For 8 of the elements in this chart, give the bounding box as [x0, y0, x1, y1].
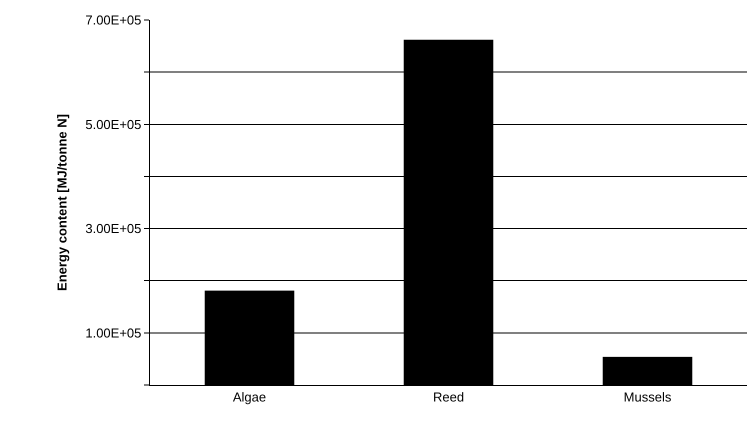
x-tick-label: Reed [432, 390, 464, 405]
y-tick-label: 5.00E+05 [85, 116, 142, 132]
y-tick-label: 7.00E+05 [85, 12, 142, 28]
y-tick-label: 1.00E+05 [85, 325, 142, 340]
y-axis-title: Energy content [MJ/tonne N] [54, 114, 70, 291]
y-tick-label: 3.00E+05 [85, 221, 142, 236]
x-tick-label: Mussels [624, 390, 672, 405]
x-tick-label: Algae [232, 390, 266, 405]
